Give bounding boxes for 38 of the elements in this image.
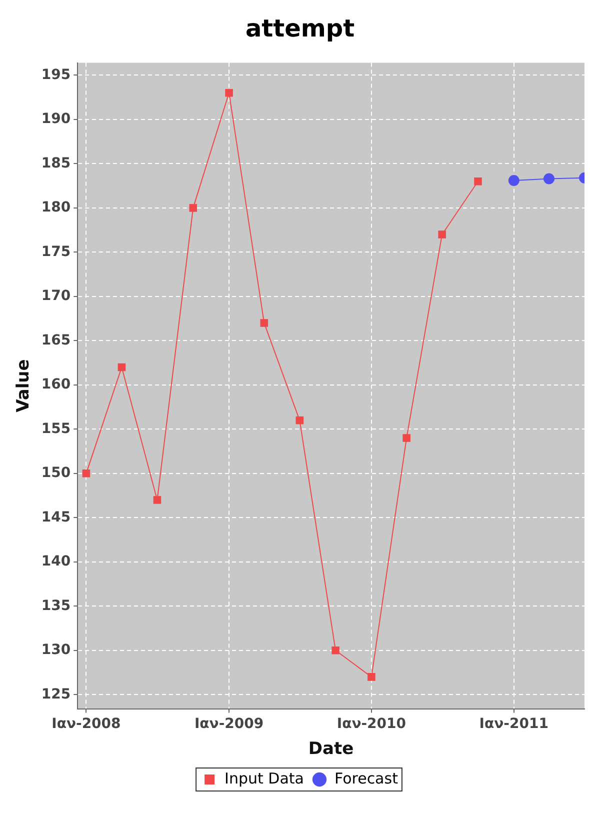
point bbox=[368, 673, 376, 681]
legend-label: Input Data bbox=[224, 769, 304, 788]
point bbox=[474, 177, 482, 186]
x-tick-label: Ιαν-2009 bbox=[194, 716, 264, 732]
point bbox=[543, 173, 554, 184]
point bbox=[332, 646, 340, 654]
y-tick-label: 190 bbox=[41, 111, 71, 128]
point bbox=[402, 434, 410, 442]
legend-label: Forecast bbox=[334, 769, 398, 788]
point bbox=[82, 470, 90, 478]
point bbox=[153, 496, 162, 504]
y-tick-label: 135 bbox=[41, 598, 71, 614]
y-tick-label: 150 bbox=[41, 465, 71, 482]
y-axis-title: Value bbox=[14, 359, 34, 412]
y-tick-label: 140 bbox=[41, 554, 71, 570]
y-tick-label: 180 bbox=[41, 200, 71, 216]
y-tick-label: 195 bbox=[41, 66, 71, 83]
x-tick-label: Ιαν-2010 bbox=[336, 716, 406, 732]
y-tick-label: 145 bbox=[41, 509, 71, 526]
x-axis-title: Date bbox=[308, 739, 354, 760]
y-tick-label: 125 bbox=[41, 686, 71, 702]
y-tick-label: 165 bbox=[41, 332, 71, 348]
y-tick-label: 170 bbox=[41, 288, 71, 304]
point bbox=[438, 230, 446, 238]
chart-title: attempt bbox=[245, 14, 355, 43]
point bbox=[296, 416, 304, 424]
point bbox=[118, 363, 126, 372]
y-tick-label: 185 bbox=[41, 155, 71, 172]
point bbox=[189, 204, 198, 212]
x-tick-label: Ιαν-2011 bbox=[479, 716, 548, 732]
y-tick-label: 155 bbox=[41, 420, 71, 437]
point bbox=[225, 89, 233, 97]
x-tick-label: Ιαν-2008 bbox=[52, 716, 121, 732]
point bbox=[260, 319, 268, 327]
y-tick-label: 160 bbox=[41, 376, 71, 393]
y-tick-label: 130 bbox=[41, 642, 71, 658]
y-tick-label: 175 bbox=[41, 244, 71, 260]
point bbox=[508, 174, 520, 186]
